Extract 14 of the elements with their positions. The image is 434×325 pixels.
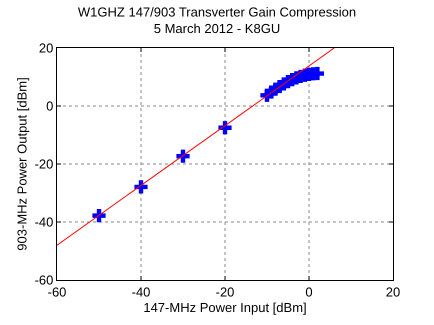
x-tick-label: -40 [132,284,150,300]
point [176,150,190,163]
x-axis-title: 147-MHz Power Input [dBm] [143,300,307,316]
chart-title: W1GHZ 147/903 Transverter Gain Compression [78,4,356,20]
y-tick-label: -40 [34,214,54,230]
y-tick-label: -20 [34,156,54,172]
y-tick-label: -60 [34,272,54,288]
x-tick-label: 0 [305,284,313,300]
x-tick-label: 20 [386,284,400,300]
y-tick-label: 20 [38,40,54,56]
chart-subtitle: 5 March 2012 - K8GU [154,21,280,36]
y-axis-title: 903-MHz Power Output [dBm] [14,77,30,251]
x-tick-label: -20 [216,284,234,300]
y-tick-label: 0 [46,98,54,114]
